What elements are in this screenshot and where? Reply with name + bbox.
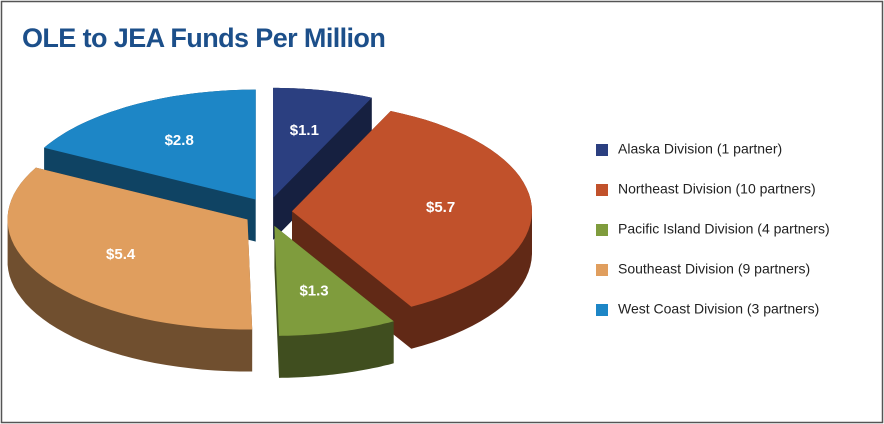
data-label: $1.1	[290, 122, 319, 139]
slice	[292, 111, 532, 307]
legend-label: West Coast Division (3 partners)	[618, 301, 819, 317]
slice	[44, 89, 256, 200]
legend-label: Northeast Division (10 partners)	[618, 181, 816, 197]
data-label: $1.3	[299, 283, 328, 300]
legend-label: Alaska Division (1 partner)	[618, 141, 782, 157]
data-label: $5.7	[426, 199, 455, 216]
legend-swatch	[596, 224, 608, 236]
legend-swatch	[596, 264, 608, 276]
legend-swatch	[596, 304, 608, 316]
legend-swatch	[596, 184, 608, 196]
legend-swatch	[596, 144, 608, 156]
slice	[7, 167, 253, 330]
chart-title: OLE to JEA Funds Per Million	[22, 23, 385, 53]
slice	[274, 225, 394, 336]
data-label: $2.8	[165, 132, 194, 149]
legend-label: Pacific Island Division (4 partners)	[618, 221, 830, 237]
data-label: $5.4	[106, 246, 136, 263]
slice	[273, 87, 372, 198]
legend-label: Southeast Division (9 partners)	[618, 261, 810, 277]
